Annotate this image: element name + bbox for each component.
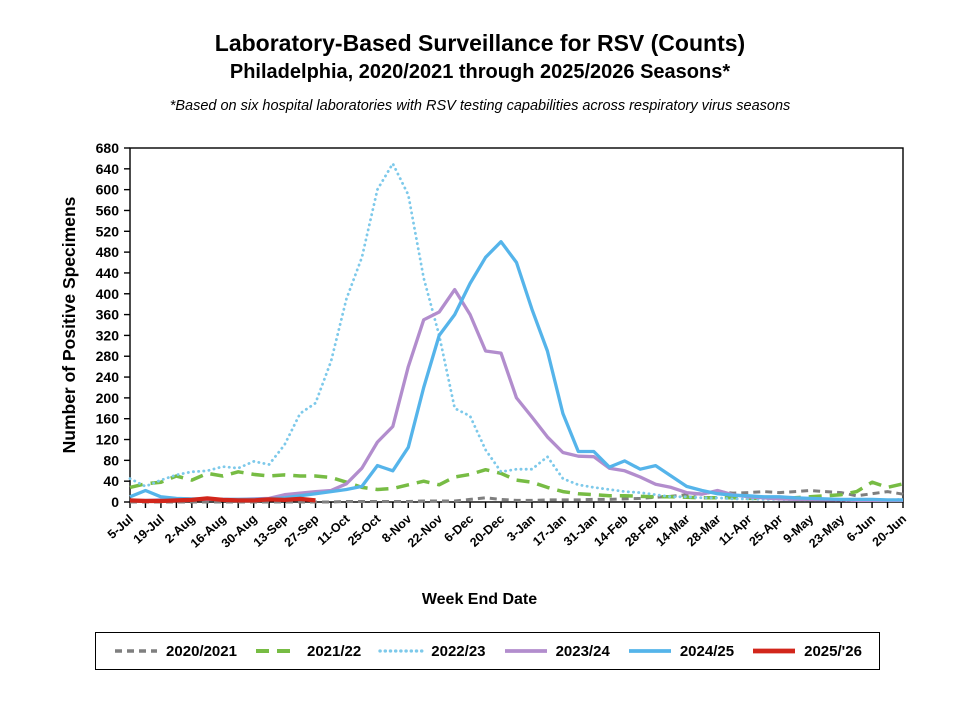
x-tick-label: 14-Mar bbox=[653, 512, 692, 549]
y-tick-label: 520 bbox=[96, 223, 120, 239]
series-line-2025-26 bbox=[129, 496, 316, 504]
x-tick-label: 11-Oct bbox=[315, 511, 353, 548]
y-tick-label: 640 bbox=[96, 161, 120, 177]
x-tick-label: 25-Oct bbox=[345, 511, 384, 548]
x-tick-label: 11-Apr bbox=[716, 512, 754, 549]
series-line-2021-22 bbox=[129, 467, 904, 501]
x-tick-label: 27-Sep bbox=[282, 512, 322, 550]
chart-subtitle: Philadelphia, 2020/2021 through 2025/202… bbox=[229, 61, 731, 83]
y-tick-label: 120 bbox=[96, 432, 120, 448]
legend-line-sample bbox=[378, 649, 424, 653]
chart-title: Laboratory-Based Surveillance for RSV (C… bbox=[214, 30, 746, 56]
y-tick-label: 160 bbox=[96, 411, 120, 427]
legend-item-2022-23: 2022/23 bbox=[378, 642, 486, 660]
x-tick-label: 23-May bbox=[806, 512, 847, 551]
series-line-2020-2021 bbox=[130, 489, 904, 504]
y-tick-label: 560 bbox=[96, 202, 120, 218]
legend-line-sample bbox=[256, 649, 298, 653]
y-tick-label: 600 bbox=[96, 182, 120, 198]
y-tick-label: 280 bbox=[96, 348, 120, 364]
legend-label: 2020/2021 bbox=[166, 642, 237, 660]
legend-line-sample bbox=[115, 649, 158, 653]
chart-legend: 2020/2021 2021/22 2022/23 2023/24 2024/25 202… bbox=[95, 632, 880, 670]
y-tick-label: 480 bbox=[96, 244, 120, 260]
legend-label: 2022/23 bbox=[431, 642, 486, 660]
x-axis: 5-Jul19-Jul2-Aug16-Aug30-Aug13-Sep27-Sep… bbox=[105, 502, 909, 551]
x-tick-label: 14-Feb bbox=[591, 512, 631, 550]
x-tick-label: 25-Apr bbox=[747, 512, 786, 549]
y-tick-label: 240 bbox=[96, 369, 120, 385]
x-tick-label: 28-Feb bbox=[622, 512, 662, 550]
x-tick-label: 30-Aug bbox=[219, 512, 260, 551]
legend-line-sample bbox=[628, 649, 671, 653]
y-tick-label: 80 bbox=[103, 452, 119, 468]
series-line-2022-23 bbox=[128, 162, 905, 502]
legend-item-2025-26: 2025/'26 bbox=[751, 643, 862, 660]
x-tick-label: 31-Jan bbox=[561, 512, 600, 549]
y-tick-label: 400 bbox=[96, 286, 120, 302]
x-tick-label: 19-Jul bbox=[131, 512, 167, 547]
legend-line-sample bbox=[504, 649, 547, 653]
x-tick-label: 22-Nov bbox=[405, 512, 445, 550]
y-tick-label: 440 bbox=[96, 265, 120, 281]
legend-item-2020-2021: 2020/2021 bbox=[113, 643, 237, 660]
legend-item-2023-24: 2023/24 bbox=[503, 643, 610, 660]
y-axis: 0 40 80 120 160 200 240 280 320 360 400 440 480 520 56… bbox=[96, 140, 130, 510]
y-tick-label: 40 bbox=[103, 473, 119, 489]
x-tick-label: 17-Jan bbox=[530, 512, 569, 549]
y-tick-label: 360 bbox=[96, 307, 120, 323]
plot-frame bbox=[129, 147, 904, 503]
x-tick-label: 28-Mar bbox=[684, 512, 723, 549]
chart-header: Laboratory-Based Surveillance for RSV (C… bbox=[0, 0, 960, 114]
chart-footnote: *Based on six hospital laboratories with… bbox=[169, 98, 791, 114]
x-tick-label: 20-Jun bbox=[870, 512, 909, 549]
series-line-2024-25 bbox=[129, 240, 903, 502]
legend-label: 2024/25 bbox=[679, 642, 735, 660]
y-axis-title: Number of Positive Specimens bbox=[59, 196, 79, 453]
x-tick-label: 20-Dec bbox=[467, 512, 507, 550]
legend-item-2024-25: 2024/25 bbox=[627, 643, 734, 660]
y-tick-label: 200 bbox=[96, 390, 120, 406]
legend-label: 2021/22 bbox=[307, 642, 362, 660]
legend-label: 2025/'26 bbox=[804, 642, 862, 660]
legend-label: 2023/24 bbox=[555, 642, 610, 660]
y-tick-label: 680 bbox=[96, 140, 120, 156]
legend-line-sample bbox=[753, 648, 796, 654]
y-tick-label: 320 bbox=[96, 327, 120, 343]
x-axis-title: Week End Date bbox=[422, 591, 537, 608]
y-tick-label: 0 bbox=[111, 494, 119, 510]
legend-item-2021-22: 2021/22 bbox=[254, 643, 361, 660]
